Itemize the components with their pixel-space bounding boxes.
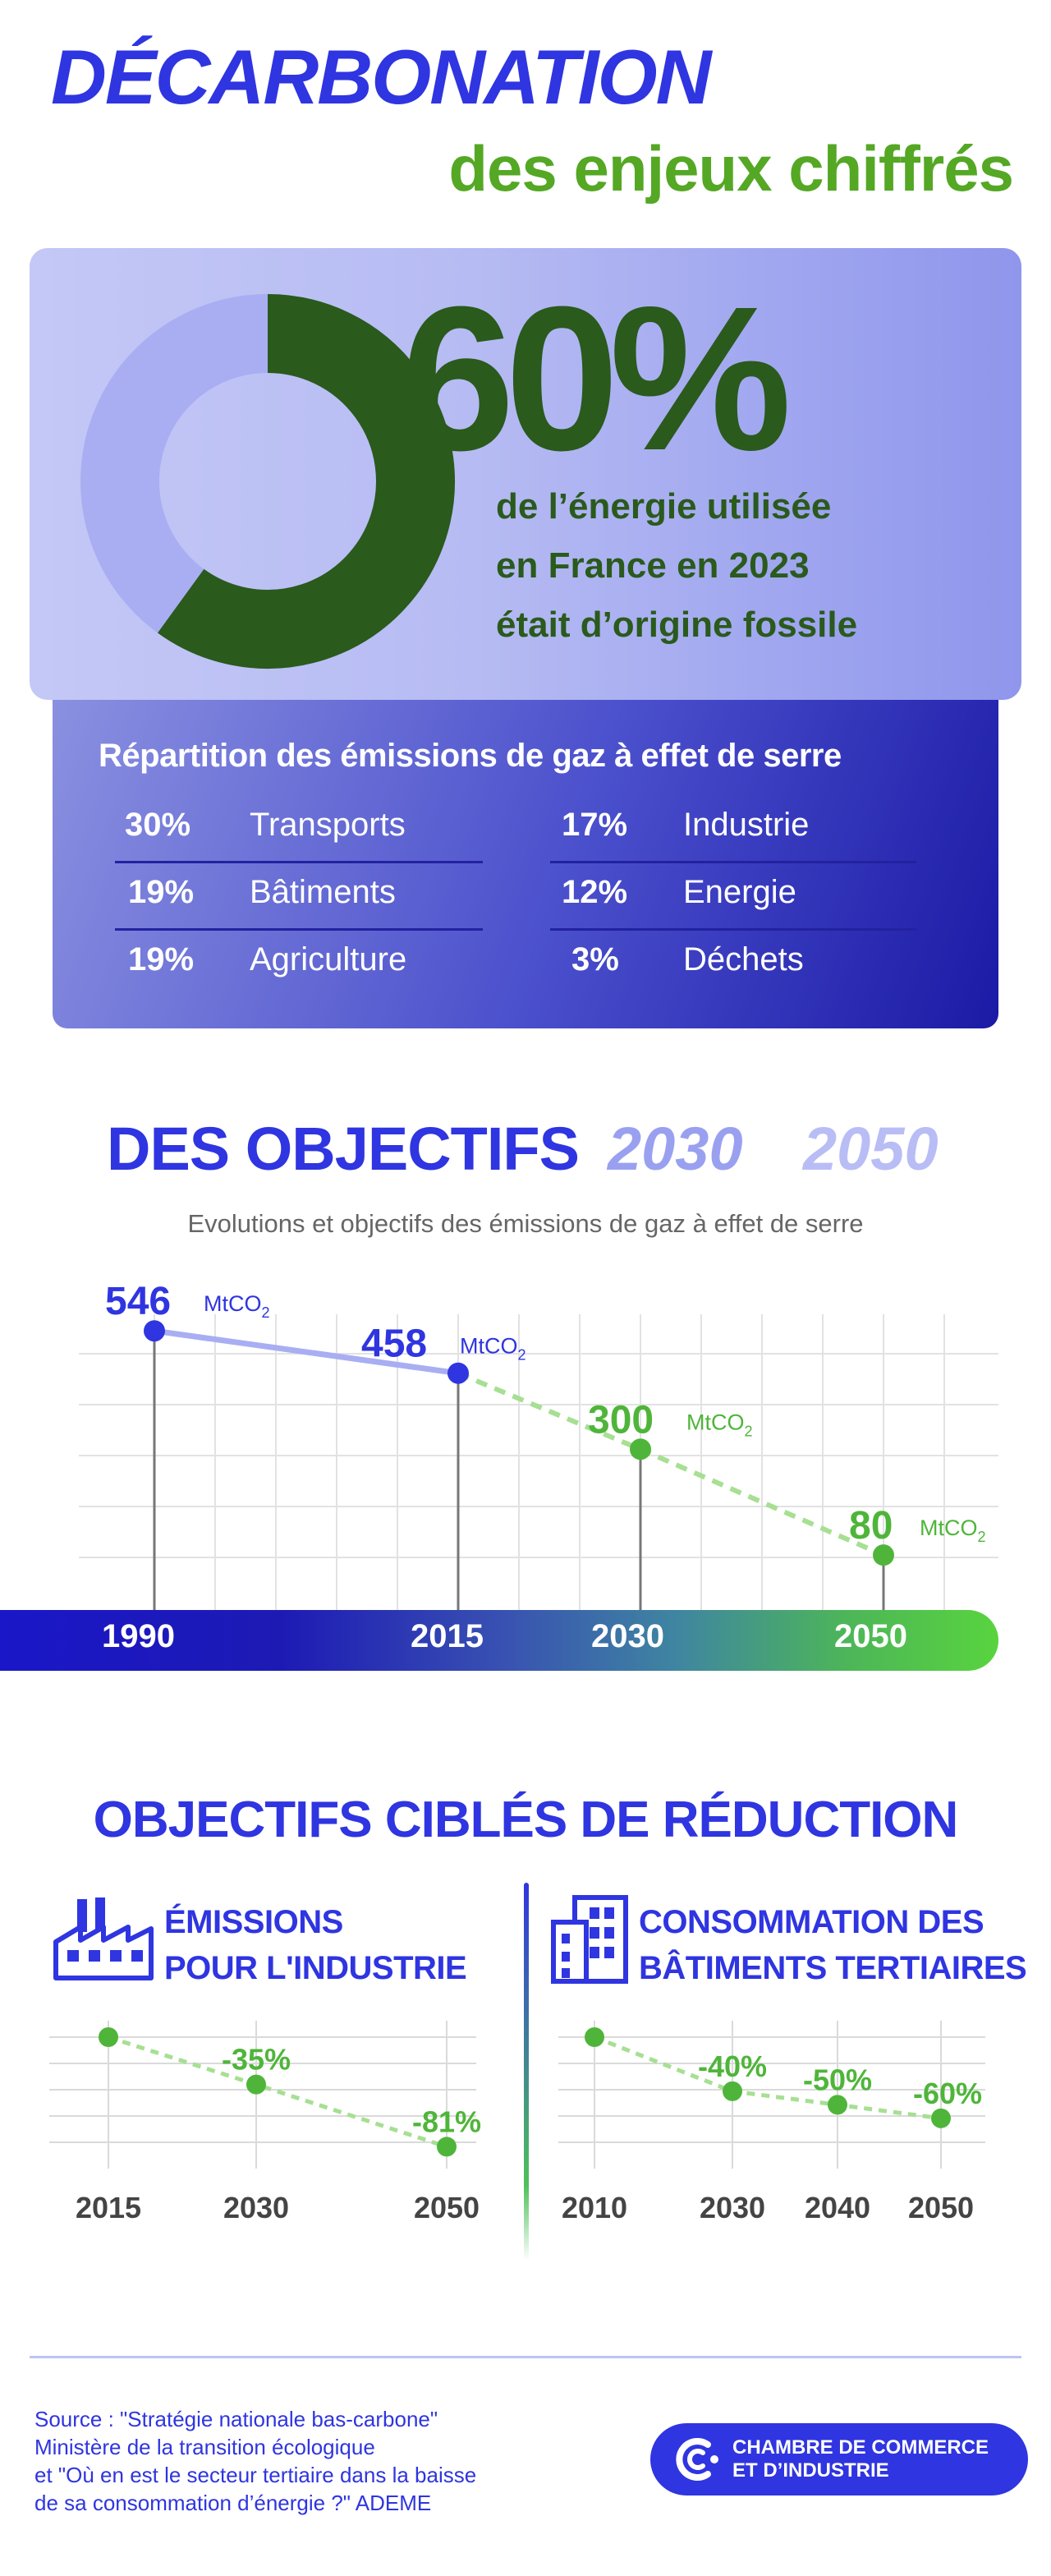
pct-dechets: 3% <box>571 941 619 978</box>
reduction-title: OBJECTIFS CIBLÉS DE RÉDUCTION <box>93 1792 959 1848</box>
data-label: -81% <box>412 2104 481 2138</box>
pct-energie: 12% <box>562 874 628 910</box>
data-label: 80 <box>849 1504 893 1548</box>
label-industrie: Industrie <box>683 807 810 843</box>
historical-series-line <box>154 1327 459 1377</box>
objectifs-year-2030: 2030 <box>608 1115 743 1183</box>
industry-reduction-chart: 2015 -35% 2030 -81% 2050 <box>49 2021 481 2224</box>
data-point <box>723 2081 742 2101</box>
data-point <box>828 2095 847 2115</box>
unit-subscript: 2 <box>262 1304 270 1321</box>
pct-industrie: 17% <box>562 807 628 843</box>
timeline-year: 2030 <box>591 1618 664 1654</box>
unit-subscript: 2 <box>745 1423 753 1439</box>
x-tick-label: 2040 <box>805 2191 870 2224</box>
industry-heading-1: ÉMISSIONS <box>164 1904 343 1940</box>
unit-label: MtCO2 <box>920 1516 986 1545</box>
buildings-heading-2: BÂTIMENTS TERTIAIRES <box>639 1950 1027 1986</box>
data-label: -35% <box>222 2043 291 2077</box>
unit-label: MtCO2 <box>204 1291 270 1321</box>
hero-line-3: était d’origine fossile <box>496 605 858 645</box>
fossil-donut-chart <box>80 294 455 669</box>
data-label: 458 <box>361 1322 427 1366</box>
label-transports: Transports <box>250 807 406 843</box>
data-point <box>144 1320 165 1342</box>
pct-batiments: 19% <box>128 874 195 910</box>
objectifs-year-2050: 2050 <box>803 1115 939 1183</box>
data-label: 300 <box>588 1398 654 1442</box>
data-point <box>585 2027 604 2047</box>
x-tick-label: 2050 <box>414 2191 480 2224</box>
x-tick-label: 2015 <box>76 2191 141 2224</box>
repartition-title: Répartition des émissions de gaz à effet… <box>99 738 842 774</box>
x-tick-label: 2010 <box>562 2191 627 2224</box>
pct-agriculture: 19% <box>128 941 195 978</box>
label-batiments: Bâtiments <box>250 874 396 910</box>
cci-logo-icon <box>676 2438 718 2481</box>
x-tick-label: 2030 <box>700 2191 765 2224</box>
x-tick-label: 2050 <box>908 2191 974 2224</box>
cci-line-1: CHAMBRE DE COMMERCE <box>732 2436 989 2459</box>
divider <box>115 861 483 863</box>
unit-label: MtCO2 <box>460 1334 526 1364</box>
data-point <box>246 2074 266 2095</box>
data-label: -50% <box>803 2063 872 2096</box>
data-point <box>873 1544 894 1566</box>
factory-icon <box>53 1898 154 1980</box>
main-subtitle: des enjeux chiffrés <box>448 132 1014 205</box>
timeline-year: 1990 <box>102 1618 175 1654</box>
data-point <box>99 2027 118 2047</box>
footer-divider <box>30 2356 1021 2358</box>
divider <box>550 928 916 931</box>
hero-line-2: en France en 2023 <box>496 545 810 586</box>
unit-label: MtCO2 <box>686 1410 753 1439</box>
objectifs-subtitle: Evolutions et objectifs des émissions de… <box>187 1209 864 1238</box>
unit-subscript: 2 <box>978 1529 986 1545</box>
data-point <box>447 1362 469 1384</box>
objectifs-title: DES OBJECTIFS <box>107 1115 580 1183</box>
hero-value: 60% <box>401 264 792 493</box>
source-line: de sa consommation d’énergie ?" ADEME <box>34 2491 432 2515</box>
buildings-reduction-chart: 2010 -40% 2030 -50% 2040 -60% 2050 <box>558 2021 985 2224</box>
unit-subscript: 2 <box>518 1347 526 1364</box>
pct-transports: 30% <box>125 807 191 843</box>
source-line: Ministère de la transition écologique <box>34 2435 375 2459</box>
data-label: -60% <box>913 2077 982 2110</box>
source-text: Source : "Stratégie nationale bas-carbon… <box>34 2405 476 2517</box>
building-icon <box>551 1895 628 1984</box>
data-point <box>931 2108 951 2128</box>
donut-fossil-slice <box>158 294 455 669</box>
section-divider <box>524 1883 529 2261</box>
data-label: -40% <box>698 2049 767 2083</box>
divider <box>550 861 916 863</box>
data-label: 546 <box>105 1280 171 1323</box>
label-dechets: Déchets <box>683 941 804 978</box>
cci-line-2: ET D’INDUSTRIE <box>732 2459 889 2482</box>
data-point <box>630 1438 651 1460</box>
main-title: DÉCARBONATION <box>51 34 712 120</box>
industry-heading-2: POUR L'INDUSTRIE <box>164 1950 467 1986</box>
label-energie: Energie <box>683 874 796 910</box>
timeline-bar <box>0 1610 998 1671</box>
label-agriculture: Agriculture <box>250 941 407 978</box>
emissions-line-chart: 546 MtCO2 458 MtCO2 300 MtCO2 80 MtCO2 <box>79 1280 998 1610</box>
cci-text: CHAMBRE DE COMMERCE ET D’INDUSTRIE <box>732 2436 989 2482</box>
data-point <box>437 2137 457 2157</box>
reduction-series-line <box>594 2035 942 2121</box>
timeline-year: 2050 <box>834 1618 907 1654</box>
buildings-heading-1: CONSOMMATION DES <box>639 1904 984 1940</box>
hero-line-1: de l’énergie utilisée <box>496 486 832 527</box>
source-line: et "Où en est le secteur tertiaire dans … <box>34 2463 477 2487</box>
timeline-year: 2015 <box>411 1618 484 1654</box>
x-tick-label: 2030 <box>223 2191 289 2224</box>
source-line: Source : "Stratégie nationale bas-carbon… <box>34 2407 438 2431</box>
divider <box>115 928 483 931</box>
repartition-panel <box>53 700 998 1028</box>
target-series-line <box>457 1370 885 1557</box>
